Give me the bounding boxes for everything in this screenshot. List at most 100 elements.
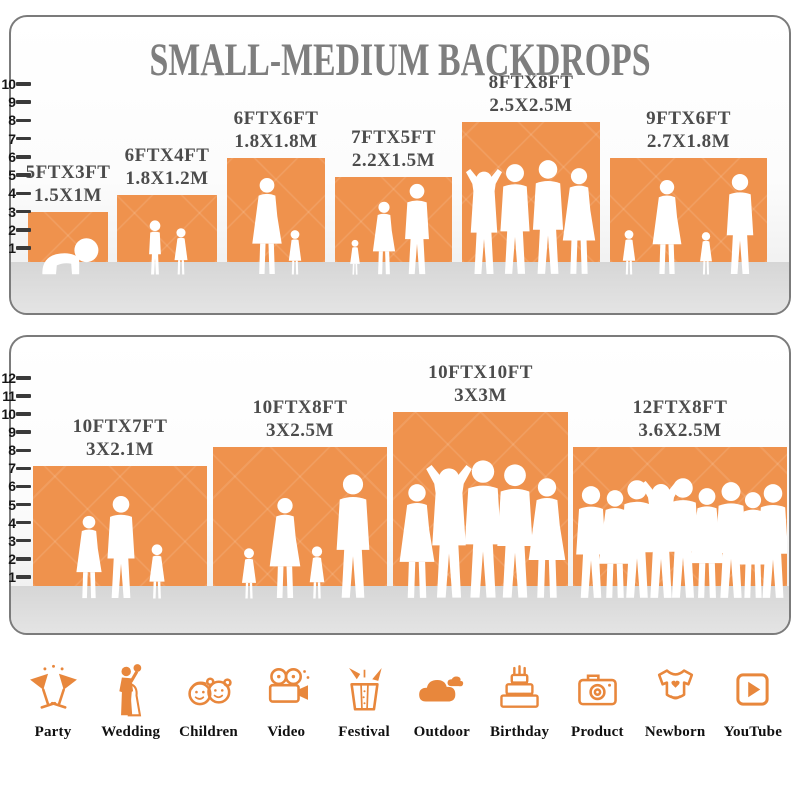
size-m: 2.2X1.5M [351,149,436,171]
scale-tick: 5 [0,167,31,183]
people-silhouettes [252,177,302,275]
backdrop-label: 7FTX5FT 2.2X1.5M [351,127,436,172]
category-youtube: YouTube [716,662,790,741]
scale-tick-mark [16,155,31,159]
people-silhouettes [399,460,566,598]
scale-tick: 6 [0,149,31,165]
scale-tick-mark [16,430,31,434]
scale-tick-number: 7 [8,460,16,477]
panel-small-medium: SMALL-MEDIUM BACKDROPS 5FTX3FT 1.5X1M 6F… [9,15,791,315]
scale-tick-mark [16,466,31,471]
size-ft: 7FTX5FT [351,127,436,149]
scale-tick: 9 [0,94,31,110]
scale-tick-mark [16,82,31,86]
scale-tick: 2 [0,551,31,567]
size-ft: 10FTX8FT [252,397,348,419]
festival-icon [348,668,382,711]
size-ft: 8FTX8FT [488,72,574,94]
size-m: 1.8X1.2M [125,167,209,189]
scale-tick: 1 [0,569,31,585]
backdrop-10ftx7ft: 10FTX7FT 3X2.1M [33,416,207,599]
scale-tick-number: 5 [8,496,16,513]
outdoor-icon [419,676,464,702]
scale-tick: 7 [0,131,31,147]
category-label: YouTube [723,724,783,740]
category-label: Product [570,724,624,740]
scale-tick-number: 2 [8,221,16,238]
scale-tick-number: 1 [8,568,16,585]
backdrop-10ftx10ft: 10FTX10FT 3X3M [393,362,568,598]
floor [11,262,789,313]
backdrop-label: 10FTX10FT 3X3M [428,362,533,407]
category-label: Outdoor [413,724,471,740]
scale-tick-mark [16,448,31,453]
category-label: Newborn [644,724,706,740]
category-product: Product [560,662,634,741]
size-ft: 6FTX4FT [124,145,210,167]
backdrop-9ftx6ft: 9FTX6FT 2.7X1.8M [610,108,767,275]
scale-tick-mark [16,575,31,579]
scale-tick-number: 3 [8,532,16,549]
category-birthday: Birthday [483,662,557,741]
category-label: Birthday [490,724,550,740]
size-ft: 5FTX3FT [25,162,111,184]
size-ft: 10FTX10FT [428,362,533,384]
backdrop-6ftx6ft: 6FTX6FT 1.8X1.8M [227,108,325,275]
scale-tick-number: 8 [8,442,16,459]
backdrop-7ftx5ft: 7FTX5FT 2.2X1.5M [335,127,452,275]
scale-tick-number: 3 [8,203,16,220]
people-silhouettes [241,474,370,599]
children-icon [188,677,232,706]
scale-tick-mark [16,394,31,398]
category-party: Party [16,662,90,741]
size-m: 2.5X2.5M [489,94,573,116]
people-silhouettes [76,496,165,599]
scale-tick: 3 [0,533,31,549]
scale-tick: 12 [0,370,31,386]
size-ft: 6FTX6FT [233,108,319,130]
scale-tick-number: 1 [8,239,16,256]
scale-tick-mark [16,118,31,123]
scale-tick-mark [16,412,31,416]
backdrop-label: 10FTX7FT 3X2.1M [73,416,168,461]
people-silhouettes [350,183,429,275]
scale-tick-number: 12 [1,370,16,386]
category-label: Wedding [101,724,161,740]
people-silhouettes [42,238,99,275]
scale-tick-number: 11 [2,388,16,405]
scale-tick: 11 [0,388,31,404]
scale-tick: 4 [0,185,31,201]
scale-tick-mark [16,228,31,232]
backdrop-12ftx8ft: 12FTX8FT 3.6X2.5M [573,397,787,598]
people-silhouettes [622,174,754,275]
video-icon [268,668,310,703]
scale-tick: 4 [0,515,31,531]
scale-tick: 5 [0,497,31,513]
scale-tick-number: 5 [8,167,16,184]
scale-tick: 10 [0,406,31,422]
size-m: 3X2.1M [86,438,154,460]
birthday-icon [500,665,539,708]
size-m: 2.7X1.8M [646,130,731,152]
people-silhouettes [576,478,787,598]
scale-tick-number: 7 [8,130,16,147]
backdrop-8ftx8ft: 8FTX8FT 2.5X2.5M [462,72,600,274]
scale-tick-mark [16,376,31,380]
category-label: Party [34,724,72,740]
size-m: 3X2.5M [266,419,334,441]
scale-tick: 2 [0,222,31,238]
scale-tick-number: 6 [8,478,16,495]
backdrop-label: 6FTX4FT 1.8X1.2M [125,145,210,190]
category-children: Children [172,662,246,741]
category-wedding: Wedding [94,662,168,741]
scale-tick: 3 [0,204,31,220]
scale-tick-mark [16,557,31,561]
size-m: 1.8X1.8M [234,130,318,152]
scale-tick-mark [16,136,31,141]
scale-tick-number: 9 [8,424,16,441]
category-label: Video [267,724,306,740]
category-label: Festival [338,724,390,740]
category-row: Party Wedding [16,662,790,741]
scale-tick-number: 4 [8,185,16,202]
